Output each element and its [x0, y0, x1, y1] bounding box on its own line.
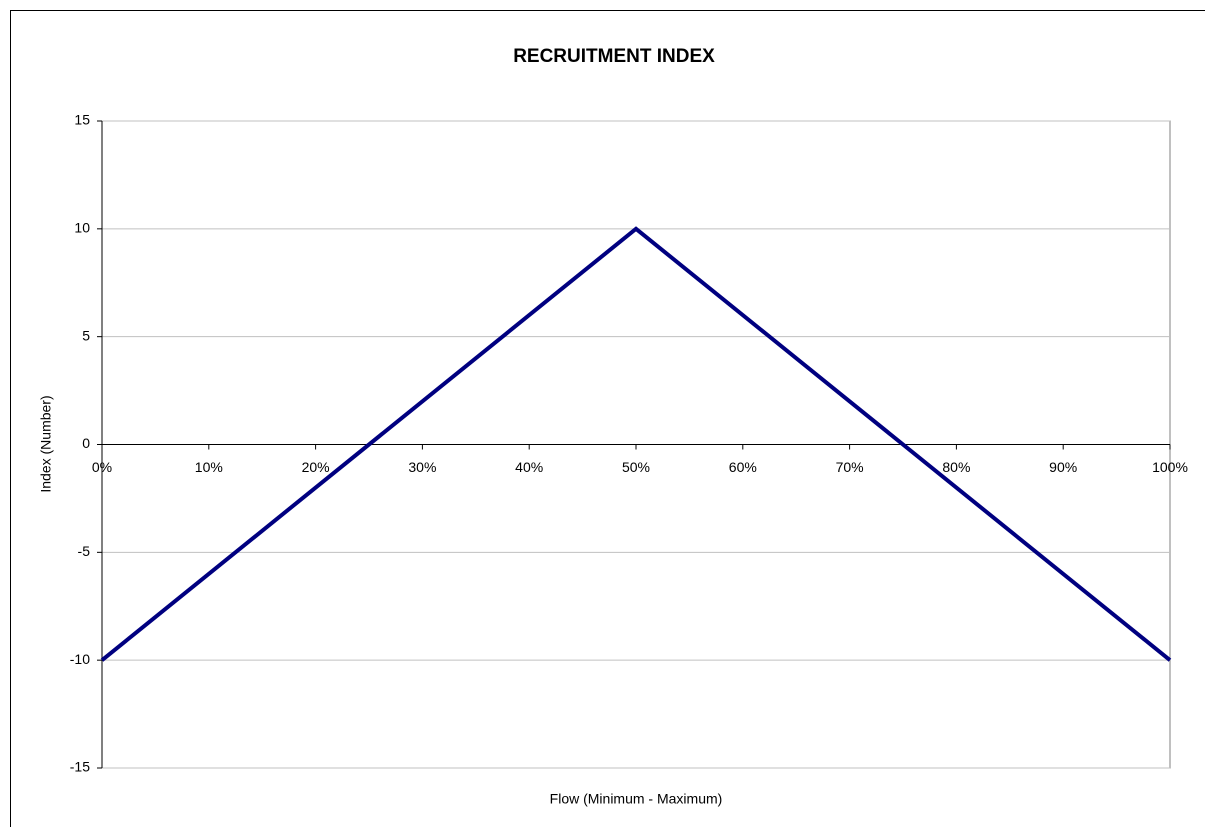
x-tick-label: 50% [622, 459, 650, 475]
x-tick-label: 30% [408, 459, 436, 475]
y-tick-label: 5 [82, 327, 90, 343]
y-tick-label: -10 [70, 651, 90, 667]
x-tick-label: 10% [195, 459, 223, 475]
x-tick-label: 60% [729, 459, 757, 475]
y-tick-label: 0 [82, 435, 90, 451]
x-tick-label: 80% [942, 459, 970, 475]
x-tick-label: 100% [1152, 459, 1188, 475]
x-tick-label: 90% [1049, 459, 1077, 475]
chart-title: RECRUITMENT INDEX [513, 46, 715, 67]
x-tick-label: 40% [515, 459, 543, 475]
y-tick-label: -5 [78, 543, 91, 559]
x-tick-label: 20% [302, 459, 330, 475]
y-tick-label: 10 [74, 220, 90, 236]
line [100, 226, 1172, 662]
y-axis-label: Index (Number) [38, 395, 54, 492]
y-tick-label: -15 [70, 759, 90, 775]
x-tick-label: 0% [92, 459, 112, 475]
x-axis-label: Flow (Minimum - Maximum) [550, 791, 723, 807]
x-tick-label: 70% [836, 459, 864, 475]
y-tick-label: 15 [74, 112, 90, 128]
